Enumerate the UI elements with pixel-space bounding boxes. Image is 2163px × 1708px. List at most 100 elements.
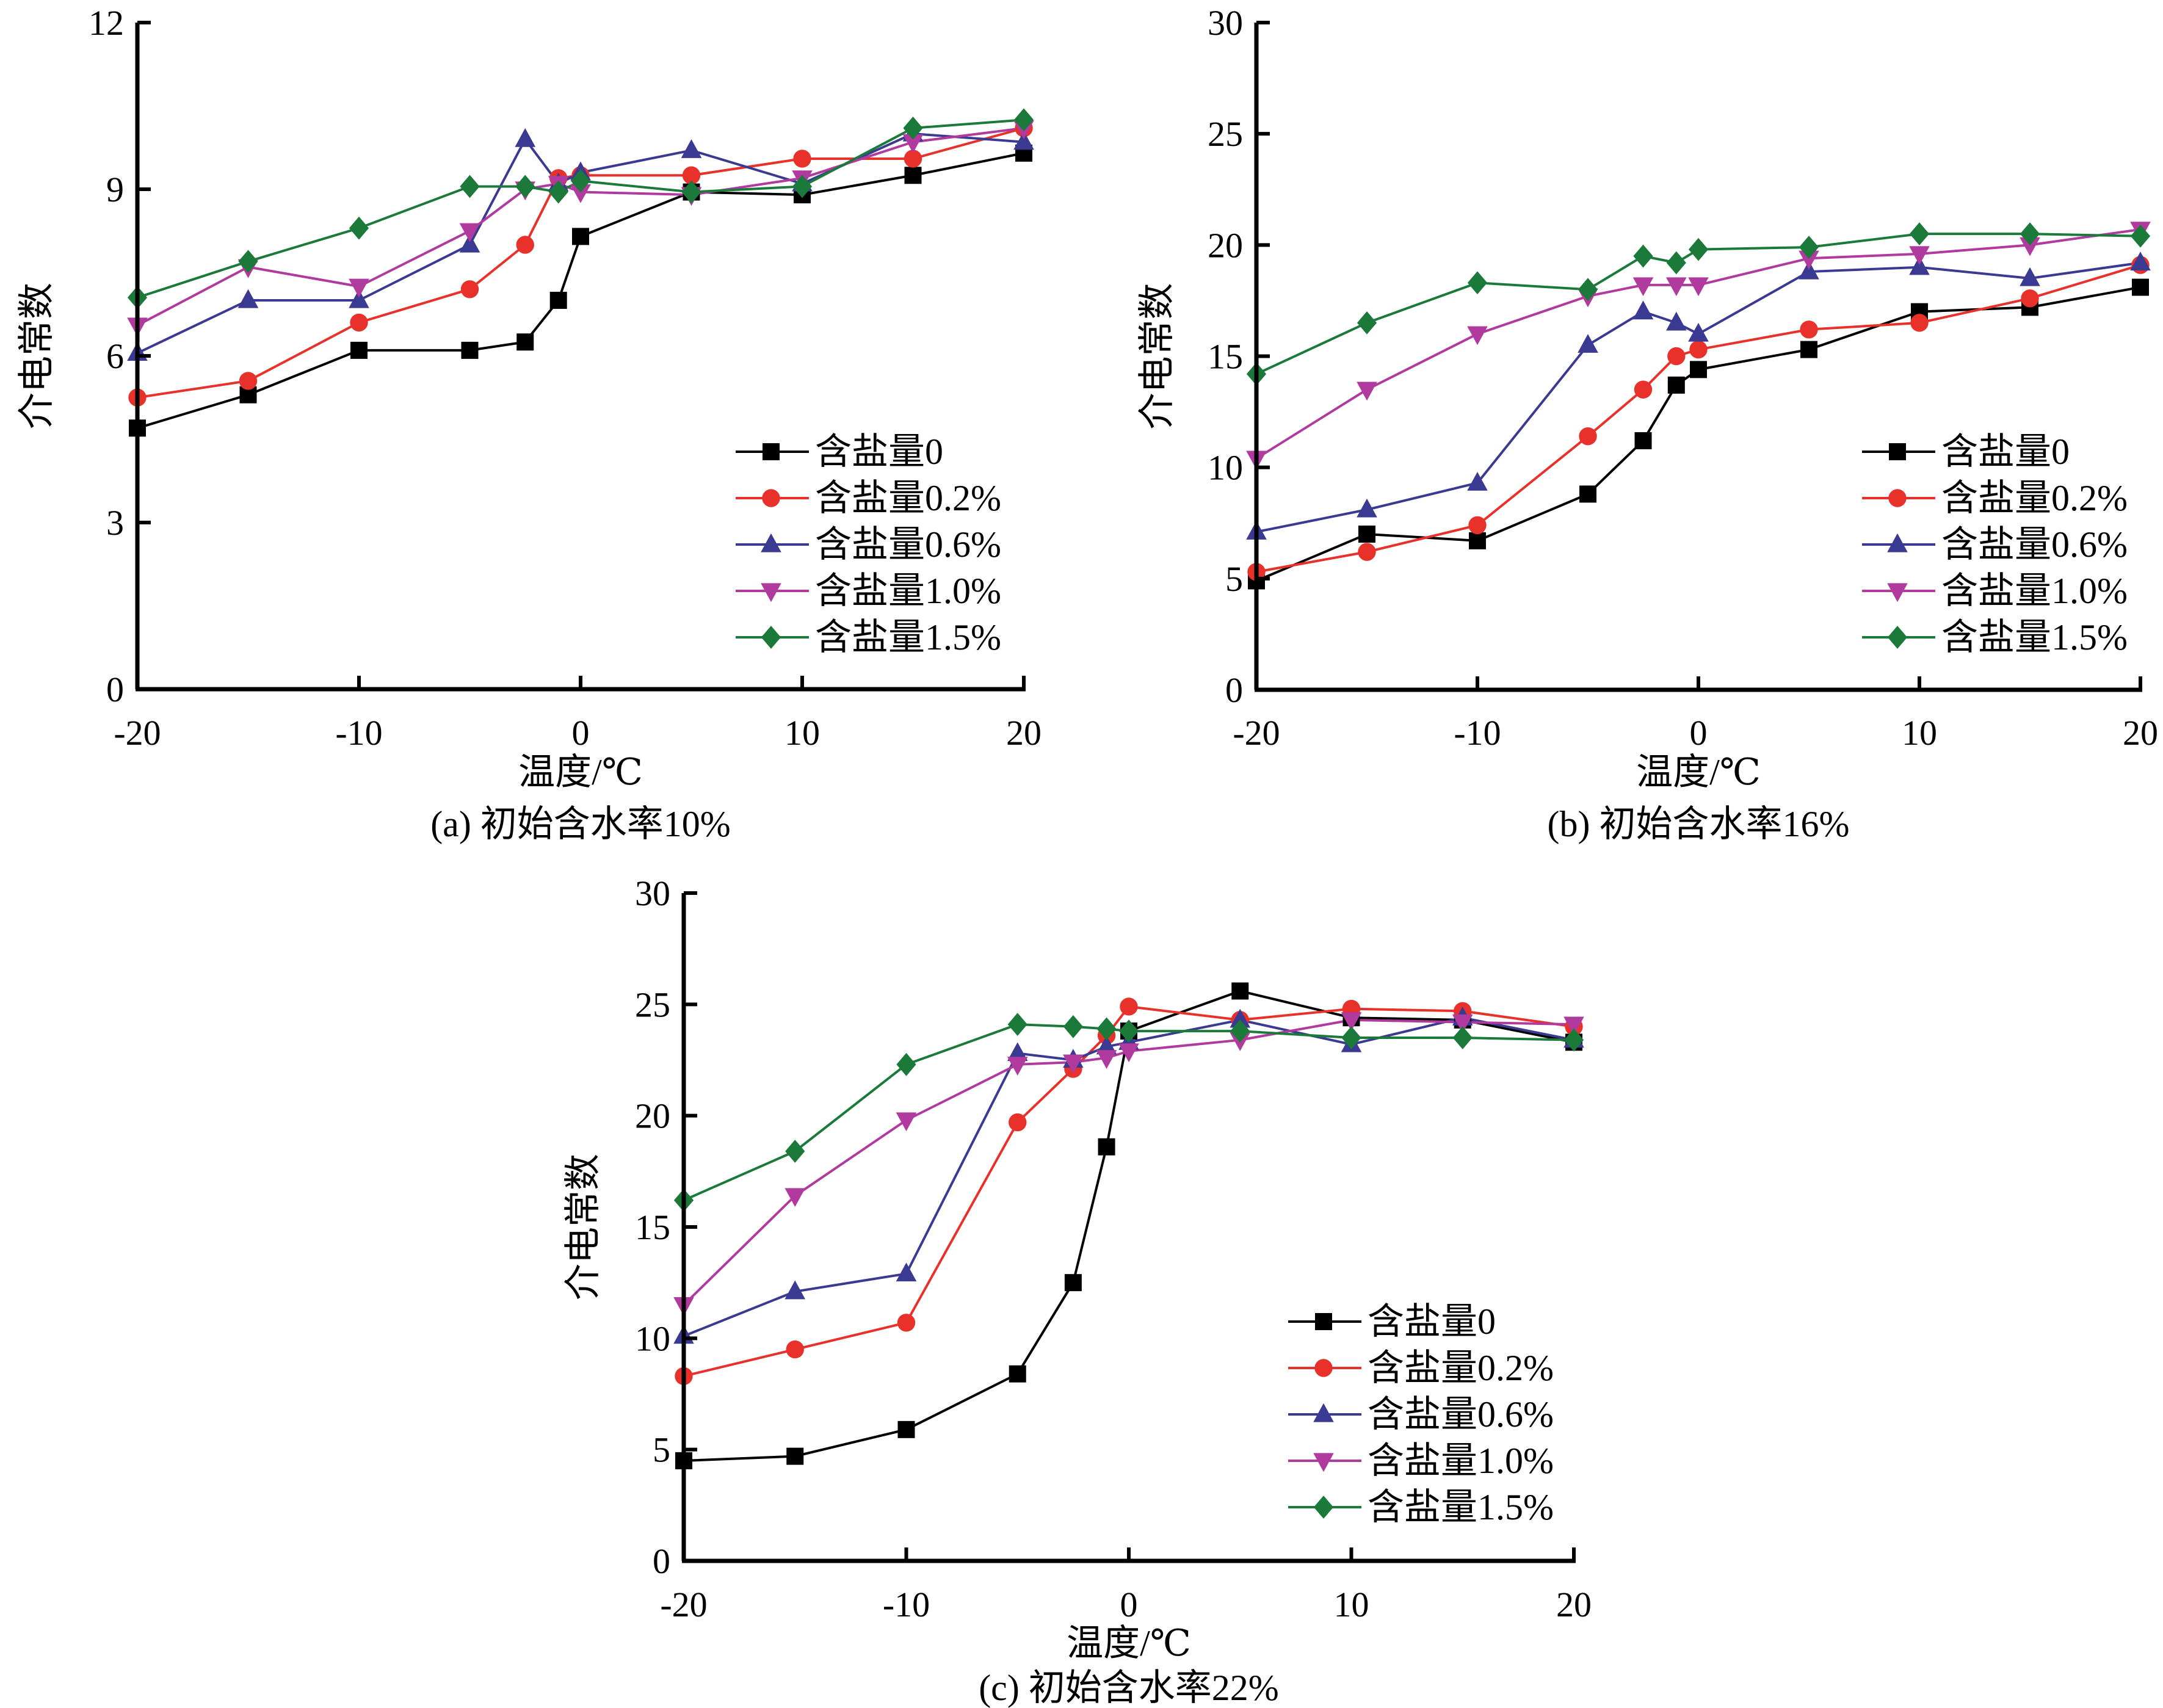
y-tick-label: 0 [653,1541,670,1581]
data-point-3-4 [1632,277,1654,297]
legend-label: 含盐量0.6% [1941,524,2128,565]
data-point-4-7 [1799,236,1819,259]
data-point-3-6 [1688,277,1709,297]
legend-label: 含盐量1.5% [815,617,1001,657]
legend-item: 含盐量0.6% [1288,1394,1554,1435]
data-point-4-8 [1909,222,1930,246]
data-point-2-3 [1578,334,1598,353]
legend-marker [1313,1403,1334,1422]
legend-marker [761,583,781,603]
data-point-0-4 [516,333,534,351]
data-point-1-9 [2021,289,2039,308]
data-point-1-4 [1634,380,1653,399]
data-point-1-3 [1579,427,1597,446]
data-point-0-5 [1667,376,1685,394]
data-point-2-5 [1666,311,1687,331]
legend-label: 含盐量1.5% [1368,1487,1554,1527]
x-tick-label: 0 [1690,713,1708,753]
x-tick-label: 0 [1120,1585,1138,1624]
legend-label: 含盐量1.0% [1368,1441,1554,1481]
data-point-0-9 [904,167,922,184]
data-point-1-8 [1910,314,1929,332]
y-tick-label: 9 [106,170,124,209]
data-point-2-7 [1230,1008,1251,1028]
legend-item: 含盐量1.0% [1288,1441,1554,1481]
data-point-3-6 [570,184,591,203]
data-point-4-10 [1563,1028,1584,1052]
data-point-1-1 [1358,543,1376,561]
data-point-4-9 [1452,1026,1473,1049]
data-point-4-8 [792,175,813,198]
legend-item: 含盐量1.5% [1288,1487,1554,1527]
data-point-1-2 [350,313,368,332]
data-point-0-5 [549,292,567,309]
legend-item: 含盐量0.6% [736,524,1001,565]
data-point-3-7 [1799,250,1819,270]
data-point-4-1 [785,1140,805,1163]
legend-item: 含盐量1.5% [736,617,1001,657]
data-point-4-1 [1357,311,1377,335]
data-point-4-7 [681,180,701,204]
legend-marker [1315,1313,1332,1330]
data-point-1-8 [793,150,811,168]
y-tick-label: 20 [1208,225,1243,265]
legend-marker [762,489,780,507]
data-point-2-1 [1357,498,1377,518]
y-axis-title: 介电常数 [563,1154,603,1300]
data-point-3-4 [1063,1054,1084,1074]
data-point-3-1 [784,1188,806,1207]
y-tick-label: 25 [1208,114,1243,154]
data-point-1-9 [904,150,922,168]
data-point-2-7 [681,139,702,158]
data-point-3-2 [349,278,369,298]
data-point-2-9 [2020,267,2040,286]
data-point-4-8 [1341,1026,1361,1049]
legend-marker [1313,1453,1334,1472]
data-point-0-7 [1800,341,1817,358]
data-point-1-1 [239,372,258,390]
data-point-0-1 [786,1447,804,1465]
x-tick-label: -20 [660,1585,707,1624]
data-point-2-2 [1467,471,1488,491]
y-tick-label: 0 [106,670,124,709]
legend-marker [1887,583,1908,603]
y-tick-label: 25 [635,985,670,1024]
data-point-4-2 [896,1052,916,1076]
data-point-2-6 [1688,322,1709,342]
legend-item: 含盐量1.0% [1862,571,2128,611]
x-axis-title: 温度/℃ [1636,752,1761,792]
legend-item: 含盐量0.2% [1288,1348,1554,1388]
data-point-0-2 [350,341,368,359]
legend-label: 含盐量1.0% [1941,571,2128,611]
y-tick-label: 10 [1208,448,1243,488]
data-point-3-3 [1007,1057,1028,1076]
legend: 含盐量0 含盐量0.2% 含盐量0.6% 含盐量1.0% 含盐量1.5% [736,432,1001,657]
x-tick-label: 20 [2123,713,2158,753]
data-point-3-8 [1909,246,1930,266]
legend-label: 含盐量1.0% [815,571,1001,611]
data-point-2-3 [1007,1042,1028,1062]
data-point-4-2 [1467,271,1488,295]
legend-marker [763,443,780,460]
data-point-3-2 [1467,326,1488,346]
legend-label: 含盐量0.2% [1941,478,2128,518]
data-point-4-3 [460,175,480,198]
figure-caption: (b) 初始含水率16% [1548,804,1850,844]
y-tick-label: 20 [635,1096,670,1136]
legend: 含盐量0 含盐量0.2% 含盐量0.6% 含盐量1.0% 含盐量1.5% [1862,432,2128,657]
series-line-3 [683,1018,1574,1306]
y-tick-label: 15 [1208,337,1243,377]
data-point-3-9 [902,134,924,153]
x-tick-label: 20 [1006,713,1042,753]
y-tick-label: 5 [1225,559,1243,599]
data-point-4-7 [1230,1019,1250,1043]
data-point-3-5 [1666,277,1687,297]
data-point-4-5 [1096,1017,1117,1041]
data-point-1-7 [1800,320,1818,339]
x-tick-label: 0 [572,713,590,753]
data-point-4-6 [570,169,591,193]
y-tick-label: 0 [1225,670,1243,710]
legend-item: 含盐量0 [1862,432,2070,472]
legend-marker [1314,1359,1333,1377]
